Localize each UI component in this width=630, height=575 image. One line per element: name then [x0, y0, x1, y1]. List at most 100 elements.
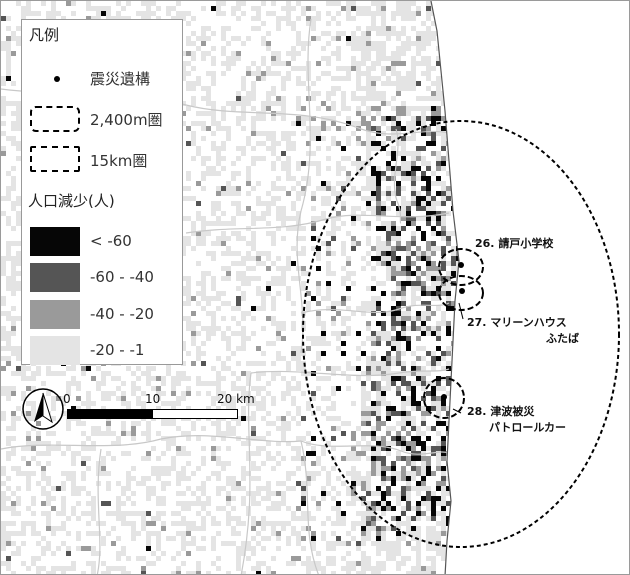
grid-cell [351, 566, 356, 571]
grid-cell [441, 546, 446, 551]
grid-cell [121, 451, 126, 456]
grid-cell [106, 11, 111, 16]
grid-cell [326, 406, 331, 411]
grid-cell [321, 56, 326, 61]
grid-cell [441, 291, 446, 296]
grid-cell [411, 271, 416, 276]
grid-cell [46, 366, 51, 371]
grid-cell [226, 336, 231, 341]
grid-cell [406, 136, 411, 141]
grid-cell [376, 471, 381, 476]
grid-cell [431, 391, 436, 396]
grid-cell [346, 116, 351, 121]
grid-cell [331, 391, 336, 396]
grid-cell [201, 216, 206, 221]
grid-cell [441, 141, 446, 146]
grid-cell [306, 161, 311, 166]
grid-cell [406, 381, 411, 386]
grid-cell [231, 496, 236, 501]
grid-cell [276, 506, 281, 511]
grid-cell [411, 296, 416, 301]
grid-cell [416, 566, 421, 571]
grid-cell [266, 496, 271, 501]
grid-cell [101, 406, 106, 411]
grid-cell [381, 401, 386, 406]
grid-cell [231, 171, 236, 176]
grid-cell [26, 476, 31, 481]
grid-cell [356, 76, 361, 81]
grid-cell [401, 561, 406, 566]
grid-cell [391, 541, 396, 546]
grid-cell [371, 361, 376, 366]
grid-cell [211, 471, 216, 476]
grid-cell [191, 96, 196, 101]
grid-cell [326, 91, 331, 96]
grid-cell [16, 546, 21, 551]
grid-cell [1, 561, 6, 566]
grid-cell [371, 341, 376, 346]
grid-cell [246, 506, 251, 511]
grid-cell [291, 51, 296, 56]
grid-cell [46, 451, 51, 456]
grid-cell [1, 106, 6, 111]
grid-cell [221, 36, 226, 41]
grid-cell [91, 431, 96, 436]
grid-cell [376, 491, 381, 496]
class-label-1: < -60 [90, 232, 132, 250]
grid-cell [91, 6, 96, 11]
grid-cell [261, 371, 266, 376]
grid-cell [366, 151, 371, 156]
grid-cell [241, 551, 246, 556]
grid-cell [321, 31, 326, 36]
grid-cell [411, 466, 416, 471]
grid-cell [201, 241, 206, 246]
grid-cell [156, 391, 161, 396]
grid-cell [211, 71, 216, 76]
grid-cell [236, 546, 241, 551]
grid-cell [191, 541, 196, 546]
grid-cell [201, 286, 206, 291]
grid-cell [376, 336, 381, 341]
grid-cell [341, 181, 346, 186]
grid-cell [106, 426, 111, 431]
grid-cell [11, 541, 16, 546]
grid-cell [196, 281, 201, 286]
grid-cell [326, 251, 331, 256]
grid-cell [366, 361, 371, 366]
grid-cell [286, 166, 291, 171]
grid-cell [221, 301, 226, 306]
grid-cell [11, 226, 16, 231]
grid-cell [211, 221, 216, 226]
grid-cell [231, 396, 236, 401]
grid-cell [1, 506, 6, 511]
grid-cell [256, 371, 261, 376]
grid-cell [296, 436, 301, 441]
grid-cell [206, 331, 211, 336]
grid-cell [36, 531, 41, 536]
grid-cell [191, 501, 196, 506]
grid-cell [271, 526, 276, 531]
grid-cell [1, 96, 6, 101]
grid-cell [191, 16, 196, 21]
grid-cell [391, 556, 396, 561]
grid-cell [6, 451, 11, 456]
grid-cell [261, 1, 266, 6]
grid-cell [216, 146, 221, 151]
grid-cell [226, 421, 231, 426]
grid-cell [411, 531, 416, 536]
grid-cell [241, 326, 246, 331]
grid-cell [371, 451, 376, 456]
grid-cell [246, 471, 251, 476]
grid-cell [91, 571, 96, 574]
grid-cell [311, 336, 316, 341]
grid-cell [216, 191, 221, 196]
grid-cell [321, 451, 326, 456]
grid-cell [331, 486, 336, 491]
grid-cell [211, 561, 216, 566]
grid-cell [381, 281, 386, 286]
grid-cell [386, 441, 391, 446]
grid-cell [96, 551, 101, 556]
grid-cell [371, 501, 376, 506]
grid-cell [361, 571, 366, 574]
grid-cell [356, 471, 361, 476]
